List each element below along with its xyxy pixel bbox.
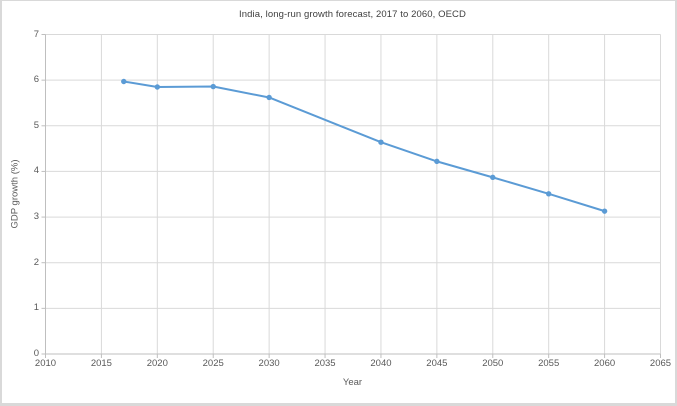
y-tick-label-2: 2 — [33, 256, 39, 268]
x-tick-label-2020: 2020 — [146, 358, 168, 369]
data-point-2020 — [154, 84, 161, 90]
data-point-2060 — [601, 208, 608, 214]
y-tick-label-5: 5 — [33, 119, 39, 131]
data-point-2025 — [210, 83, 216, 90]
x-tick-label-2010: 2010 — [34, 358, 57, 369]
x-tick-label-2050: 2050 — [482, 358, 504, 369]
x-axis-title: Year — [342, 377, 363, 388]
y-tick-label-1: 1 — [33, 302, 39, 314]
x-tick-label-2040: 2040 — [370, 358, 392, 369]
data-point-2055 — [545, 191, 552, 197]
data-point-2045 — [434, 158, 440, 165]
y-tick-label-6: 6 — [33, 74, 39, 86]
x-tick-label-2030: 2030 — [258, 358, 280, 369]
y-tick-label-0: 0 — [33, 348, 39, 359]
gdp-growth-series-line — [122, 80, 606, 213]
chart-title: India, long-run growth forecast, 2017 to… — [239, 9, 466, 20]
x-tick-label-2025: 2025 — [202, 358, 224, 369]
data-point-2040 — [378, 139, 384, 145]
data-point-2050 — [490, 174, 496, 181]
y-tick-label-7: 7 — [33, 28, 39, 40]
y-tick-label-3: 3 — [33, 211, 39, 223]
x-tick-label-2035: 2035 — [314, 358, 336, 369]
data-point-2017 — [121, 78, 127, 85]
x-tick-label-2045: 2045 — [426, 358, 448, 369]
x-tick-label-2015: 2015 — [90, 358, 112, 369]
x-tick-label-2055: 2055 — [538, 358, 560, 369]
x-tick-label-2065: 2065 — [649, 358, 672, 369]
y-tick-label-4: 4 — [33, 165, 39, 177]
x-tick-label-2060: 2060 — [594, 358, 616, 369]
data-point-2030 — [266, 94, 272, 101]
